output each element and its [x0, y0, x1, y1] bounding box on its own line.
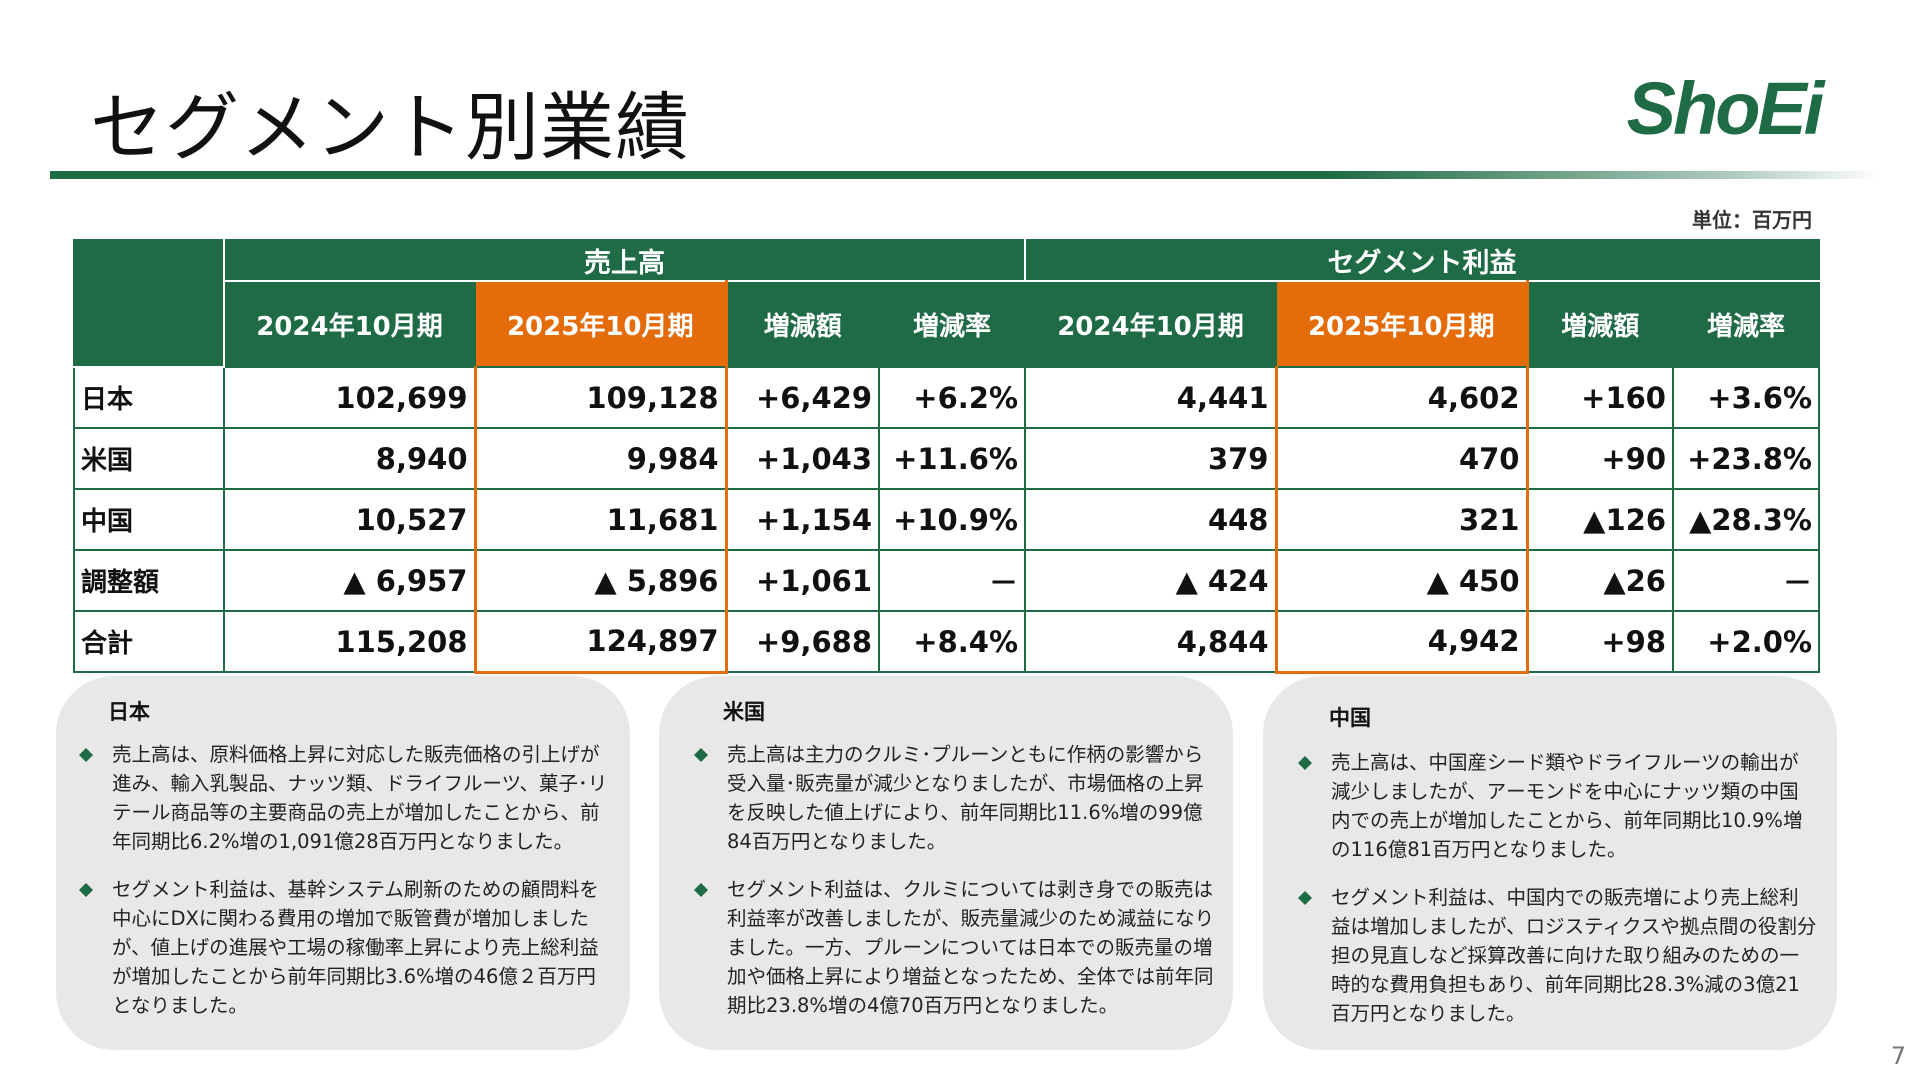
table-cell: 321 [1274, 488, 1529, 551]
table-cell: － [1672, 549, 1820, 612]
table-cell: 9,984 [473, 427, 728, 490]
table-cell: ▲ 424 [1024, 549, 1277, 612]
row-label: 日本 [73, 366, 225, 429]
panel-title: 中国 [1329, 706, 1371, 730]
table-cell: +3.6% [1672, 366, 1820, 429]
bullet-text: 売上高は主力のクルミ･プルーンともに作柄の影響から受入量･販売量が減少となりまし… [727, 743, 1204, 853]
table-row-china: 中国 10,527 11,681 +1,154 +10.9% 448 321 ▲… [73, 488, 1820, 551]
table-cell: +1,043 [725, 427, 880, 490]
table-row-total: 合計 115,208 124,897 +9,688 +8.4% 4,844 4,… [73, 610, 1820, 674]
col-header-profit-rate: 増減率 [1672, 280, 1820, 368]
panel-title: 米国 [723, 700, 765, 724]
col-header-profit-fy2025: 2025年10月期 [1275, 280, 1529, 368]
logo-text: ShoEi [1627, 67, 1826, 150]
table-cell: 124,897 [473, 610, 728, 674]
table-cell: +1,061 [725, 549, 880, 612]
diamond-icon [78, 743, 102, 767]
table-cell: +6,429 [725, 366, 880, 429]
col-header-sales-change: 増減額 [725, 280, 880, 368]
bullet-text: セグメント利益は、中国内での販売増により売上総利益は増加しましたが、ロジスティク… [1331, 886, 1817, 1025]
bullet-list: 売上高は、中国産シード類やドライフルーツの輸出が減少しましたが、アーモンドを中心… [1297, 748, 1817, 1047]
table-cell: +1,154 [725, 488, 880, 551]
table-cell: ▲28.3% [1672, 488, 1820, 551]
bullet-text: 売上高は、中国産シード類やドライフルーツの輸出が減少しましたが、アーモンドを中心… [1331, 751, 1803, 861]
table-cell: 10,527 [223, 488, 476, 551]
table-row-adjustment: 調整額 ▲ 6,957 ▲ 5,896 +1,061 － ▲ 424 ▲ 450… [73, 549, 1820, 612]
table-cell: ▲ 450 [1274, 549, 1529, 612]
bullet-text: セグメント利益は、クルミについては剥き身での販売は利益率が改善しましたが、販売量… [727, 878, 1215, 1017]
list-item: 売上高は、原料価格上昇に対応した販売価格の引上げが進み、輸入乳製品、ナッツ類、ド… [78, 740, 612, 856]
page-number: 7 [1890, 1042, 1906, 1070]
col-header-sales-rate: 増減率 [878, 280, 1026, 368]
table-cell: +160 [1526, 366, 1674, 429]
table-cell: ▲26 [1526, 549, 1674, 612]
bullet-text: 売上高は、原料価格上昇に対応した販売価格の引上げが進み、輸入乳製品、ナッツ類、ド… [112, 743, 608, 853]
col-header-sales-fy2024: 2024年10月期 [223, 280, 476, 368]
table-cell: +90 [1526, 427, 1674, 490]
table-cell: 115,208 [223, 610, 476, 673]
unit-label: 単位：百万円 [1692, 208, 1812, 232]
col-header-sales-fy2025: 2025年10月期 [474, 280, 728, 368]
col-header-profit-fy2024: 2024年10月期 [1024, 280, 1277, 368]
table-cell: +98 [1526, 610, 1674, 673]
segment-results-table: 売上高 セグメント利益 2024年10月期 2025年10月期 増減額 増減率 … [73, 239, 1820, 674]
panel-title: 日本 [108, 700, 150, 724]
bullet-list: 売上高は主力のクルミ･プルーンともに作柄の影響から受入量･販売量が減少となりまし… [693, 740, 1215, 1039]
table-cell: 470 [1274, 427, 1529, 490]
diamond-icon [78, 878, 102, 902]
list-item: 売上高は、中国産シード類やドライフルーツの輸出が減少しましたが、アーモンドを中心… [1297, 748, 1817, 864]
group-header-segment-profit: セグメント利益 [1024, 239, 1820, 282]
table-cell: 4,441 [1024, 366, 1277, 429]
table-cell: +6.2% [878, 366, 1026, 429]
table-cell: +2.0% [1672, 610, 1820, 673]
table-cell: 4,942 [1274, 610, 1529, 674]
panel-us: 米国 売上高は主力のクルミ･プルーンともに作柄の影響から受入量･販売量が減少とな… [659, 676, 1233, 1050]
list-item: 売上高は主力のクルミ･プルーンともに作柄の影響から受入量･販売量が減少となりまし… [693, 740, 1215, 856]
table-corner [73, 239, 225, 368]
bullet-text: セグメント利益は、基幹システム刷新のための顧問料を中心にDXに関わる費用の増加で… [112, 878, 599, 1017]
group-header-sales: 売上高 [223, 239, 1026, 282]
row-label: 調整額 [73, 549, 225, 612]
table-cell: +11.6% [878, 427, 1026, 490]
table-cell: ▲126 [1526, 488, 1674, 551]
list-item: セグメント利益は、基幹システム刷新のための顧問料を中心にDXに関わる費用の増加で… [78, 875, 612, 1020]
table-cell: － [878, 549, 1026, 612]
table-cell: 109,128 [473, 366, 728, 429]
table-cell: 379 [1024, 427, 1277, 490]
row-label: 米国 [73, 427, 225, 490]
table-cell: +10.9% [878, 488, 1026, 551]
table-row-us: 米国 8,940 9,984 +1,043 +11.6% 379 470 +90… [73, 427, 1820, 490]
table-cell: 11,681 [473, 488, 728, 551]
diamond-icon [693, 743, 717, 767]
shoei-logo: ShoEi [1627, 67, 1829, 150]
diamond-icon [693, 878, 717, 902]
list-item: セグメント利益は、中国内での販売増により売上総利益は増加しましたが、ロジスティク… [1297, 883, 1817, 1028]
bullet-list: 売上高は、原料価格上昇に対応した販売価格の引上げが進み、輸入乳製品、ナッツ類、ド… [78, 740, 612, 1039]
table-row-japan: 日本 102,699 109,128 +6,429 +6.2% 4,441 4,… [73, 366, 1820, 429]
row-label: 合計 [73, 610, 225, 673]
table-cell: +9,688 [725, 610, 880, 673]
table-cell: 448 [1024, 488, 1277, 551]
table-cell: 4,602 [1274, 366, 1529, 429]
table-cell: ▲ 6,957 [223, 549, 476, 612]
panel-japan: 日本 売上高は、原料価格上昇に対応した販売価格の引上げが進み、輸入乳製品、ナッツ… [56, 676, 630, 1050]
page-title: セグメント別業績 [90, 85, 690, 171]
table-cell: 8,940 [223, 427, 476, 490]
table-cell: +23.8% [1672, 427, 1820, 490]
panel-china: 中国 売上高は、中国産シード類やドライフルーツの輸出が減少しましたが、アーモンド… [1263, 676, 1837, 1050]
table-cell: +8.4% [878, 610, 1026, 673]
diamond-icon [1297, 751, 1321, 775]
diamond-icon [1297, 886, 1321, 910]
list-item: セグメント利益は、クルミについては剥き身での販売は利益率が改善しましたが、販売量… [693, 875, 1215, 1020]
title-underline [50, 171, 1880, 179]
row-label: 中国 [73, 488, 225, 551]
table-cell: ▲ 5,896 [473, 549, 728, 612]
table-cell: 102,699 [223, 366, 476, 429]
col-header-profit-change: 増減額 [1526, 280, 1674, 368]
table-cell: 4,844 [1024, 610, 1277, 673]
